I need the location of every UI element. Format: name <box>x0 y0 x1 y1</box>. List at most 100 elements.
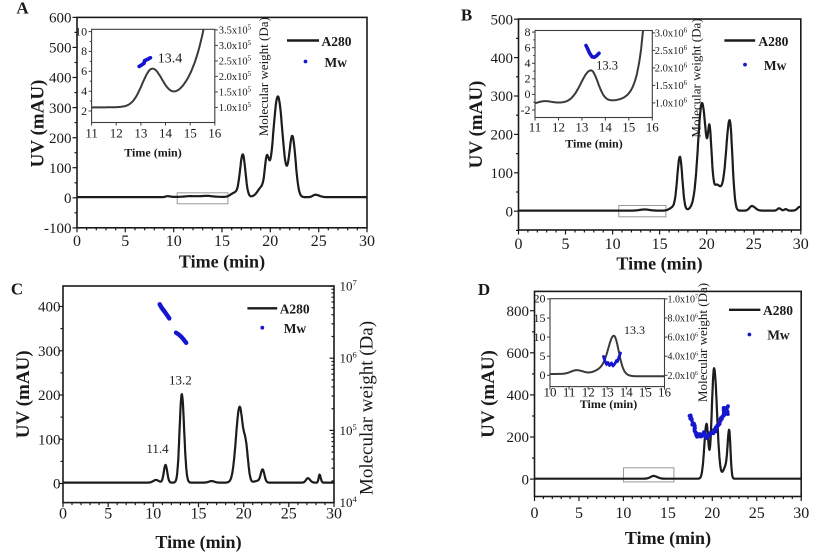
svg-text:2: 2 <box>525 72 531 86</box>
svg-text:2.0x105: 2.0x105 <box>219 70 252 83</box>
svg-text:10: 10 <box>605 236 621 253</box>
svg-text:-2: -2 <box>521 103 531 117</box>
svg-text:5: 5 <box>121 233 129 250</box>
svg-text:200: 200 <box>38 388 61 404</box>
svg-text:0: 0 <box>522 472 530 488</box>
svg-text:20: 20 <box>534 292 546 306</box>
svg-text:300: 300 <box>491 89 514 105</box>
svg-text:UV (mAU): UV (mAU) <box>466 81 487 169</box>
svg-text:14: 14 <box>599 120 613 135</box>
svg-text:D: D <box>478 280 490 299</box>
svg-text:400: 400 <box>507 388 530 404</box>
svg-text:6: 6 <box>525 41 531 55</box>
svg-text:100: 100 <box>491 166 514 182</box>
svg-text:400: 400 <box>38 300 61 316</box>
svg-text:14: 14 <box>620 385 634 400</box>
svg-text:15: 15 <box>214 233 230 250</box>
svg-text:3.0x105: 3.0x105 <box>219 39 252 52</box>
svg-text:107: 107 <box>340 278 357 294</box>
svg-text:200: 200 <box>49 131 72 147</box>
svg-text:10: 10 <box>544 385 557 400</box>
svg-text:6.0x106: 6.0x106 <box>668 333 699 344</box>
svg-text:2: 2 <box>81 104 87 118</box>
svg-text:B: B <box>461 6 472 25</box>
svg-text:15: 15 <box>652 236 668 253</box>
svg-text:3.5x105: 3.5x105 <box>219 23 252 36</box>
svg-text:105: 105 <box>340 422 357 438</box>
svg-text:13.3: 13.3 <box>624 323 645 337</box>
svg-text:11: 11 <box>529 120 542 135</box>
svg-text:200: 200 <box>507 430 530 446</box>
svg-text:0: 0 <box>531 505 539 522</box>
svg-text:25: 25 <box>281 506 297 523</box>
svg-text:Time (min): Time (min) <box>616 254 702 275</box>
svg-text:A280: A280 <box>280 302 310 317</box>
svg-text:200: 200 <box>491 128 514 144</box>
svg-text:Molecular weight (Da): Molecular weight (Da) <box>357 321 378 495</box>
svg-text:14: 14 <box>159 126 173 141</box>
svg-text:11: 11 <box>563 385 576 400</box>
svg-text:13.4: 13.4 <box>158 52 183 67</box>
svg-text:8.0x106: 8.0x106 <box>668 314 699 325</box>
svg-text:2.0x106: 2.0x106 <box>655 61 688 74</box>
svg-text:4: 4 <box>525 56 531 70</box>
svg-text:15: 15 <box>184 126 197 141</box>
svg-text:15: 15 <box>622 120 635 135</box>
svg-text:12: 12 <box>552 120 565 135</box>
svg-text:0: 0 <box>540 368 546 382</box>
svg-text:12: 12 <box>110 126 123 141</box>
svg-text:500: 500 <box>491 12 514 28</box>
svg-text:0: 0 <box>53 477 61 493</box>
svg-text:Time (min): Time (min) <box>124 146 181 160</box>
svg-text:600: 600 <box>507 346 530 362</box>
svg-text:100: 100 <box>38 432 61 448</box>
svg-text:300: 300 <box>38 344 61 360</box>
svg-text:15: 15 <box>639 385 652 400</box>
svg-text:10: 10 <box>75 24 87 38</box>
svg-text:106: 106 <box>340 350 357 366</box>
svg-text:A280: A280 <box>322 34 352 49</box>
svg-text:Molecular weight (Da): Molecular weight (Da) <box>689 18 704 137</box>
svg-text:Molecular weight (Da): Molecular weight (Da) <box>695 283 710 402</box>
svg-text:30: 30 <box>793 505 809 522</box>
svg-text:Mw: Mw <box>767 327 790 342</box>
svg-text:500: 500 <box>49 41 72 57</box>
svg-text:C: C <box>11 280 23 299</box>
svg-text:10: 10 <box>166 233 182 250</box>
svg-text:30: 30 <box>793 236 809 253</box>
svg-text:800: 800 <box>507 304 530 320</box>
svg-text:20: 20 <box>262 233 278 250</box>
svg-text:1.0x105: 1.0x105 <box>219 101 252 114</box>
svg-text:400: 400 <box>49 71 72 87</box>
svg-text:25: 25 <box>311 233 327 250</box>
svg-text:8: 8 <box>81 44 87 58</box>
svg-text:A: A <box>16 0 29 18</box>
svg-text:15: 15 <box>191 506 207 523</box>
svg-text:0: 0 <box>59 506 67 523</box>
svg-text:UV (mAU): UV (mAU) <box>478 350 499 438</box>
svg-text:30: 30 <box>359 233 375 250</box>
svg-text:4: 4 <box>81 84 87 98</box>
svg-text:13: 13 <box>601 385 614 400</box>
svg-text:400: 400 <box>491 51 514 67</box>
svg-text:11: 11 <box>85 126 98 141</box>
svg-text:13.2: 13.2 <box>169 373 192 388</box>
svg-text:13.3: 13.3 <box>596 59 618 73</box>
svg-text:13: 13 <box>134 126 147 141</box>
svg-text:-100: -100 <box>44 221 72 237</box>
svg-text:16: 16 <box>658 385 672 400</box>
svg-text:300: 300 <box>49 101 72 117</box>
svg-text:0: 0 <box>73 233 81 250</box>
svg-text:A280: A280 <box>763 303 793 318</box>
svg-text:20: 20 <box>699 236 715 253</box>
svg-text:5: 5 <box>562 236 570 253</box>
svg-text:5: 5 <box>104 506 112 523</box>
svg-text:10: 10 <box>534 330 546 344</box>
svg-text:15: 15 <box>660 505 676 522</box>
svg-text:30: 30 <box>326 506 342 523</box>
svg-text:15: 15 <box>534 311 546 325</box>
svg-text:16: 16 <box>208 126 222 141</box>
svg-text:13: 13 <box>575 120 588 135</box>
svg-text:Time (min): Time (min) <box>179 252 265 273</box>
svg-text:UV (mAU): UV (mAU) <box>13 350 34 438</box>
